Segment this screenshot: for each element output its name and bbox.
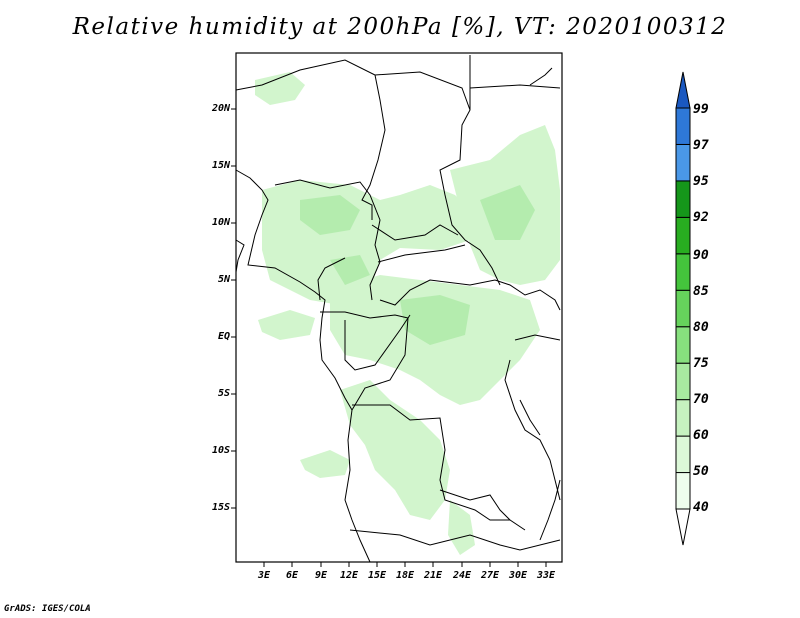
border-17 xyxy=(235,239,245,273)
border-12 xyxy=(351,317,409,411)
colorbar-label: 50 xyxy=(693,464,709,479)
footer-credit: GrADS: IGES/COLA xyxy=(4,604,91,614)
colorbar-segment xyxy=(675,508,691,546)
border-5 xyxy=(274,179,381,301)
colorbar-segment xyxy=(675,362,691,401)
lon-label: 15E xyxy=(367,570,387,581)
colorbar-segment xyxy=(675,253,691,291)
lon-label: 18E xyxy=(395,570,415,581)
lon-label: 3E xyxy=(257,570,271,581)
coastline-west xyxy=(235,169,371,563)
lake-1 xyxy=(504,359,561,501)
colorbar-segment xyxy=(675,289,691,328)
lat-label: 15N xyxy=(211,160,230,171)
colorbar-segment xyxy=(675,399,691,437)
lat-label: 15S xyxy=(211,502,230,513)
colorbar-label: 60 xyxy=(693,428,709,443)
tick-marks xyxy=(231,108,547,567)
shade-southwest xyxy=(300,450,350,478)
colorbar xyxy=(675,71,691,546)
border-1 xyxy=(235,59,386,220)
colorbar-label: 70 xyxy=(693,392,709,407)
colorbar-segment xyxy=(675,216,691,255)
country-borders xyxy=(235,55,561,563)
lon-label: 9E xyxy=(314,570,328,581)
map-title: Relative humidity at 200hPa [%], VT: 202… xyxy=(72,14,728,40)
colorbar-label: 85 xyxy=(693,284,709,299)
lat-label: 10N xyxy=(211,217,230,228)
border-9 xyxy=(379,279,561,311)
colorbar-segment xyxy=(675,180,691,218)
colorbar-label: 97 xyxy=(693,138,709,153)
colorbar-label: 92 xyxy=(693,210,709,225)
shade-tanzania xyxy=(448,500,475,555)
colorbar-segment xyxy=(675,326,691,364)
lon-label: 30E xyxy=(508,570,528,581)
border-16 xyxy=(439,489,511,521)
border-2 xyxy=(374,71,471,111)
border-14 xyxy=(349,529,561,551)
colorbar-label: 99 xyxy=(693,102,709,117)
border-3 xyxy=(439,55,501,286)
lon-label: 33E xyxy=(536,570,556,581)
shade-north-blob xyxy=(255,72,305,105)
border-6 xyxy=(371,224,459,241)
lat-label: 20N xyxy=(211,103,230,114)
border-15 xyxy=(514,334,561,341)
colorbar-segment xyxy=(675,143,691,182)
colorbar-label: 40 xyxy=(693,500,709,515)
lon-label: 21E xyxy=(423,570,443,581)
lon-label: 24E xyxy=(452,570,472,581)
border-8 xyxy=(317,257,346,301)
lat-label: EQ xyxy=(217,331,230,342)
colorbar-segment xyxy=(675,435,691,474)
lat-label: 5N xyxy=(217,274,230,285)
colorbar-label: 80 xyxy=(693,320,709,335)
colorbar-segment xyxy=(675,71,691,109)
colorbar-label: 75 xyxy=(693,356,709,371)
lon-label: 27E xyxy=(480,570,500,581)
shade-gulf xyxy=(258,310,315,340)
shade-south-blob xyxy=(340,380,450,520)
lake-2 xyxy=(519,399,541,436)
border-10 xyxy=(320,311,409,319)
lat-label: 10S xyxy=(211,445,230,456)
humidity-shading-dark xyxy=(300,185,535,345)
lat-label: 5S xyxy=(217,388,230,399)
lake-3 xyxy=(539,479,561,541)
colorbar-label: 95 xyxy=(693,174,709,189)
border-7 xyxy=(377,244,466,263)
border-13 xyxy=(352,404,526,531)
border-11 xyxy=(344,314,411,371)
colorbar-label: 90 xyxy=(693,248,709,263)
map-frame xyxy=(235,52,563,563)
colorbar-segment xyxy=(675,107,691,145)
colorbar-segment xyxy=(675,472,691,510)
lon-label: 6E xyxy=(285,570,299,581)
lon-label: 12E xyxy=(339,570,359,581)
coast-ne xyxy=(529,67,553,86)
border-4 xyxy=(469,84,561,89)
